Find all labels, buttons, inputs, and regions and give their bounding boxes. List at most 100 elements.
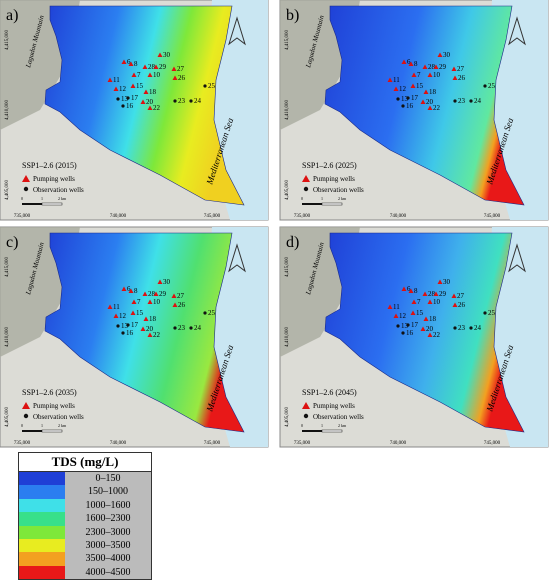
- northing: 4,405,000: [285, 407, 290, 428]
- scale-label: 0: [21, 423, 23, 428]
- well-id: 25: [208, 309, 216, 317]
- observation-well: [453, 99, 457, 103]
- observation-well: [189, 326, 193, 330]
- scale-label: 1: [321, 196, 323, 201]
- observation-well: [126, 323, 130, 327]
- scale-label: 2 km: [338, 196, 347, 201]
- well-id: 7: [417, 71, 421, 79]
- panel-label: a): [6, 7, 18, 24]
- well-id: 27: [177, 65, 185, 73]
- well-id: 12: [119, 85, 127, 93]
- observation-label: Observation wells: [313, 186, 364, 194]
- legend-label: 2300–3000: [65, 525, 151, 539]
- well-id: 23: [458, 324, 466, 332]
- well-id: 27: [177, 292, 185, 300]
- well-id: 18: [429, 315, 437, 323]
- well-id: 8: [134, 60, 138, 68]
- observation-well: [401, 104, 405, 108]
- pumping-well: [410, 83, 416, 88]
- scale-bar: [22, 203, 42, 205]
- well-id: 11: [113, 303, 120, 311]
- scale-label: 1: [321, 423, 323, 428]
- pumping-well: [427, 72, 433, 77]
- observation-well: [173, 326, 177, 330]
- pumping-well: [142, 291, 148, 296]
- aquifer: [324, 5, 525, 206]
- observation-well: [483, 84, 487, 88]
- observation-well: [116, 97, 120, 101]
- well-id: 20: [146, 98, 154, 106]
- northing: 4,415,000: [5, 257, 10, 278]
- well-id: 28: [148, 290, 156, 298]
- pumping-well: [140, 326, 146, 331]
- well-id: 15: [136, 309, 144, 317]
- observation-well: [396, 324, 400, 328]
- pumping-well: [121, 59, 127, 64]
- well-id: 20: [146, 325, 154, 333]
- well-id: 6: [407, 58, 411, 66]
- legend-row: 2300–3000: [19, 525, 151, 539]
- easting: 745,000: [204, 214, 221, 219]
- legend-row: 3000–3500: [19, 538, 151, 553]
- pumping-label: Pumping wells: [313, 402, 355, 410]
- well-id: 13: [401, 322, 409, 330]
- legend-swatch: [19, 498, 65, 513]
- scenario-title: SSP1–2.6 (2035): [22, 388, 77, 397]
- northing: 4,415,000: [285, 257, 290, 278]
- pumping-well: [451, 293, 457, 298]
- observation-label: Observation wells: [313, 413, 364, 421]
- well-id: 20: [426, 325, 434, 333]
- northing: 4,415,000: [5, 30, 10, 51]
- well-id: 30: [443, 51, 451, 59]
- pumping-well: [172, 75, 178, 80]
- well-id: 10: [433, 71, 441, 79]
- scale-label: 1: [41, 423, 43, 428]
- legend-row: 4000–4500: [19, 565, 151, 580]
- north-arrow: [228, 16, 246, 46]
- well-id: 11: [113, 76, 120, 84]
- pumping-well: [113, 313, 119, 318]
- well-id: 29: [439, 63, 447, 71]
- scenario-title: SSP1–2.6 (2025): [302, 161, 357, 170]
- well-id: 8: [134, 287, 138, 295]
- observation-well: [203, 84, 207, 88]
- easting: 740,000: [110, 441, 127, 446]
- easting: 740,000: [390, 214, 407, 219]
- pumping-well: [408, 288, 414, 293]
- well-id: 25: [488, 82, 496, 90]
- scale-label: 2 km: [58, 423, 67, 428]
- pumping-well: [427, 332, 433, 337]
- pumping-well: [423, 316, 429, 321]
- scale-bar: [41, 202, 63, 206]
- observation-well: [469, 326, 473, 330]
- scale-label: 0: [301, 423, 303, 428]
- well-id: 20: [426, 98, 434, 106]
- observation-well: [453, 326, 457, 330]
- well-id: 7: [137, 298, 141, 306]
- legend-swatch: [19, 485, 65, 499]
- pumping-well: [437, 52, 443, 57]
- pumping-well: [171, 293, 177, 298]
- pumping-well: [422, 64, 428, 69]
- well-id: 29: [439, 290, 447, 298]
- legend-row: 1000–1600: [19, 498, 151, 513]
- pumping-label: Pumping wells: [313, 175, 355, 183]
- pumping-well: [171, 66, 177, 71]
- legend-label: 1600–2300: [65, 512, 151, 526]
- well-id: 17: [411, 94, 419, 102]
- legend-label: 3000–3500: [65, 538, 151, 553]
- north-arrow: [508, 243, 526, 273]
- panel-label: c): [6, 234, 18, 251]
- well-id: 30: [443, 278, 451, 286]
- pumping-well: [107, 304, 113, 309]
- well-id: 25: [208, 82, 216, 90]
- well-id: 17: [131, 94, 139, 102]
- pumping-symbol: [302, 175, 310, 182]
- pumping-well: [107, 77, 113, 82]
- well-id: 6: [407, 285, 411, 293]
- legend-row: 1600–2300: [19, 512, 151, 526]
- pumping-well: [387, 304, 393, 309]
